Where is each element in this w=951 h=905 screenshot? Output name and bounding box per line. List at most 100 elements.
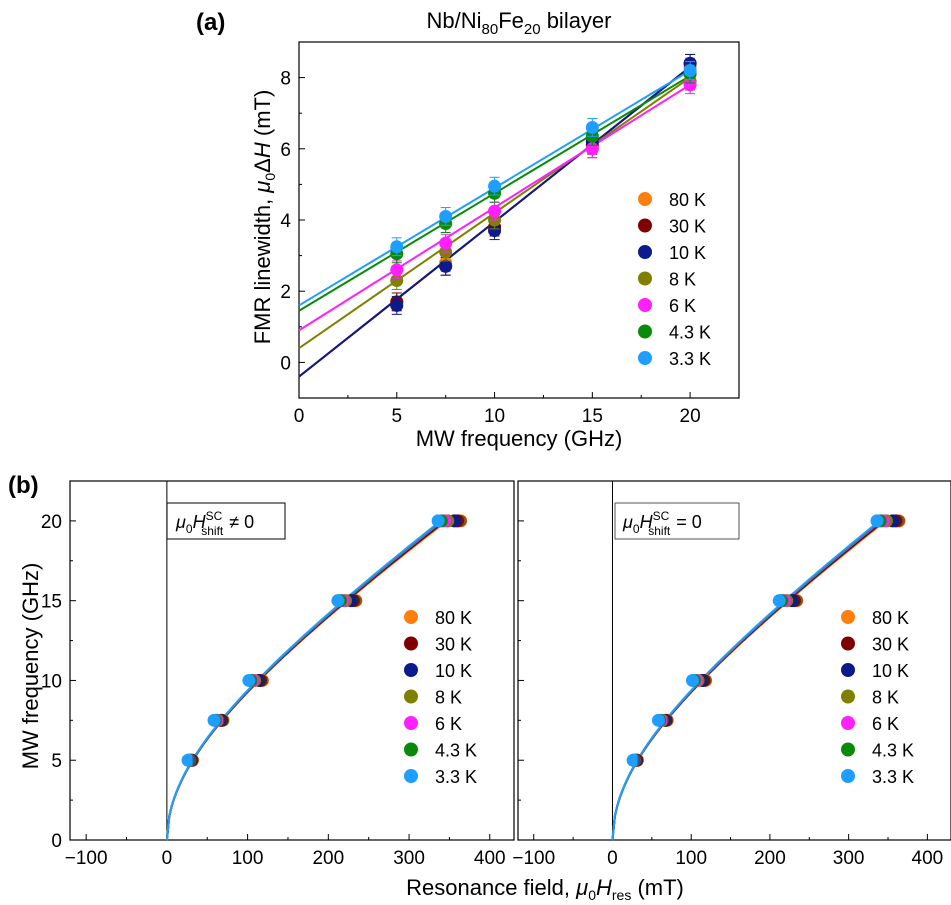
x-tick-label-b: 0 <box>162 848 173 869</box>
y-tick-label-a: 2 <box>280 282 291 303</box>
resonance-curve <box>165 518 450 841</box>
legend-marker <box>841 742 855 757</box>
resonance-point-overlap <box>637 754 644 767</box>
resonance-point-overlap <box>705 674 712 687</box>
data-point-10K <box>488 224 502 238</box>
resonance-point <box>242 673 256 687</box>
y-tick-label-b: 5 <box>51 751 62 772</box>
x-tick-label-b: −100 <box>512 848 555 869</box>
x-tick-label-a: 0 <box>294 406 305 427</box>
data-point-6K <box>683 78 697 92</box>
legend-marker <box>638 298 652 312</box>
data-point-8K <box>390 274 404 288</box>
resonance-point <box>331 594 345 608</box>
data-point-6K <box>439 236 453 250</box>
legend-label: 6 K <box>435 714 462 734</box>
resonance-point <box>651 713 665 727</box>
legend-marker <box>638 192 652 206</box>
data-point-33K <box>390 240 404 254</box>
legend-label: 10 K <box>872 661 909 681</box>
legend-label: 10 K <box>435 661 472 681</box>
legend-label: 8 K <box>435 688 462 708</box>
legend-label: 10 K <box>669 243 706 263</box>
y-tick-label-a: 0 <box>280 353 291 374</box>
legend-marker <box>404 769 418 783</box>
resonance-point <box>431 514 445 528</box>
x-tick-label-b: 100 <box>675 848 707 869</box>
resonance-curve <box>611 518 882 841</box>
resonance-point <box>181 753 195 767</box>
x-tick-label-b: 100 <box>232 848 264 869</box>
resonance-curve <box>165 518 444 841</box>
resonance-point-overlap <box>899 514 906 527</box>
legend-label: 80 K <box>669 190 706 210</box>
annotation-text-left: μ0HSC shift ≠ 0 <box>175 509 254 538</box>
x-tick-label-b: −100 <box>65 848 108 869</box>
resonance-point <box>685 673 699 687</box>
resonance-point <box>626 753 640 767</box>
annotation-box-right: μ0HSC shift = 0 <box>614 502 740 540</box>
legend-marker <box>841 636 855 651</box>
y-tick-label-a: 8 <box>280 69 291 90</box>
data-point-33K <box>683 63 697 77</box>
y-tick-label-b: 0 <box>51 831 62 852</box>
legend-marker <box>638 218 652 233</box>
y-tick-label-b: 15 <box>41 592 62 613</box>
legend-marker <box>404 663 418 677</box>
resonance-curve <box>165 518 446 841</box>
panel-label-a: (a) <box>196 9 225 36</box>
data-point-33K <box>488 179 502 193</box>
resonance-point-overlap <box>667 714 674 727</box>
legend-marker <box>841 610 855 624</box>
x-tick-label-b: 200 <box>754 848 786 869</box>
legend-label: 30 K <box>669 217 706 237</box>
resonance-curve <box>165 518 443 841</box>
legend-label: 4.3 K <box>872 741 914 761</box>
legend-label: 4.3 K <box>669 323 711 343</box>
legend-marker <box>404 742 418 757</box>
data-point-6K <box>390 263 404 277</box>
resonance-point <box>870 514 884 528</box>
legend-label: 4.3 K <box>435 741 477 761</box>
plot-frame-b-right <box>517 480 951 841</box>
data-point-10K <box>439 259 453 273</box>
resonance-point-overlap <box>355 594 362 607</box>
resonance-curve <box>611 518 884 841</box>
legend-marker <box>638 351 652 365</box>
resonance-curve <box>165 518 447 841</box>
resonance-curve <box>611 518 888 841</box>
resonance-point-overlap <box>192 754 199 767</box>
resonance-curve <box>611 518 886 841</box>
resonance-point-overlap <box>262 674 269 687</box>
legend-marker <box>638 245 652 259</box>
resonance-curve <box>611 518 887 841</box>
y-axis-label-a: FMR linewidth, μ0ΔH (mT) <box>250 90 278 345</box>
legend-marker <box>638 271 652 286</box>
x-tick-label-a: 20 <box>680 406 701 427</box>
x-tick-label-b: 0 <box>607 848 618 869</box>
legend-label: 8 K <box>872 688 899 708</box>
legend-marker <box>841 769 855 783</box>
x-axis-label-a: MW frequency (GHz) <box>416 426 623 451</box>
legend-label: 80 K <box>435 608 472 628</box>
data-point-10K <box>390 298 404 312</box>
x-tick-label-a: 15 <box>582 406 603 427</box>
legend-marker <box>404 716 418 730</box>
y-axis-label-b: MW frequency (GHz) <box>18 563 43 770</box>
resonance-point-overlap <box>796 594 803 607</box>
legend-label: 30 K <box>435 635 472 655</box>
resonance-point <box>207 713 221 727</box>
plot-area-b-right: −100 0 100 200 300 400 80 K 30 K 10 K 8 K 6 K 4.3 … <box>512 480 951 869</box>
legend-label: 3.3 K <box>669 349 711 369</box>
plot-frame-b-left <box>69 480 515 841</box>
legend-marker <box>404 636 418 651</box>
legend-label: 3.3 K <box>872 767 914 787</box>
plot-area-a: 0 5 10 15 20 0 2 4 6 8 80 K 30 K 10 K 8 K 6 K 4.3 K 3.3… <box>280 41 740 427</box>
legend-marker <box>638 324 652 339</box>
x-tick-label-b: 400 <box>912 848 944 869</box>
legend-marker <box>841 689 855 704</box>
y-tick-label-b: 20 <box>41 512 62 533</box>
panel-label-b: (b) <box>8 472 39 499</box>
legend-label: 80 K <box>872 608 909 628</box>
